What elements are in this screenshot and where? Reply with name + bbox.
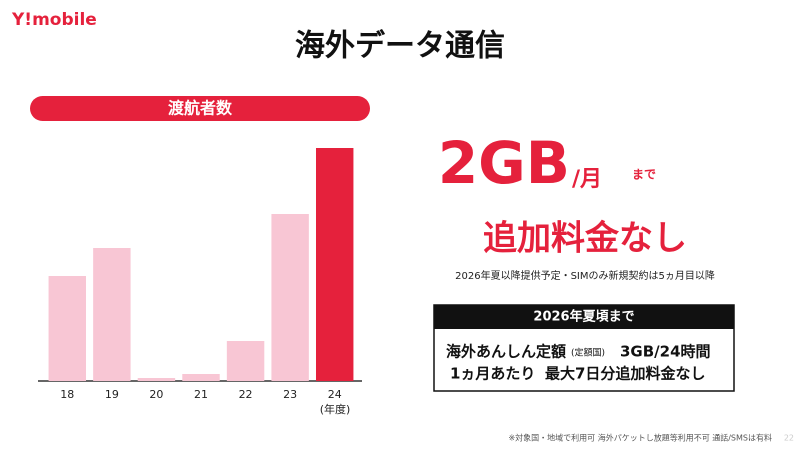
x-axis-label: (年度): [320, 402, 351, 416]
x-tick-label: 22: [239, 388, 253, 401]
offer-headline: 追加料金なし: [483, 219, 687, 259]
x-tick-label: 19: [105, 388, 119, 401]
logo: Y!mobile: [11, 10, 97, 30]
info-line1-end: 3GB/24時間: [620, 343, 711, 361]
x-tick-label: 21: [194, 388, 208, 401]
offer-until: まで: [632, 168, 656, 182]
info-box-header-bg: [434, 305, 734, 329]
footnote: ※対象国・地域で利用可 海外パケットし放題等利用不可 通話/SMSは有料: [508, 433, 772, 443]
page-number: 22: [784, 434, 794, 443]
x-tick-label: 20: [149, 388, 163, 401]
info-line1-small: (定額国): [571, 347, 605, 359]
info-box-header: 2026年夏頃まで: [533, 309, 634, 325]
bar: [271, 214, 309, 381]
offer-note: 2026年夏以降提供予定・SIMのみ新規契約は5ヵ月目以降: [455, 269, 715, 282]
bar: [137, 378, 176, 381]
info-line1: 海外あんしん定額: [446, 343, 566, 361]
chart-title-pill: [30, 96, 370, 121]
slide-title: 海外データ通信: [295, 29, 505, 64]
bar: [182, 374, 220, 381]
bar: [315, 148, 354, 381]
offer-per: /月: [572, 167, 602, 192]
bar: [48, 276, 87, 381]
info-line2: 1ヵ月あたり: [450, 365, 535, 383]
bar: [226, 341, 265, 381]
x-tick-label: 18: [60, 388, 74, 401]
offer-amount: 2GB: [438, 129, 570, 197]
chart-title: 渡航者数: [168, 99, 233, 118]
bar: [93, 248, 131, 381]
info-line2-rest: 最大7日分追加料金なし: [545, 365, 705, 383]
x-tick-label: 23: [283, 388, 297, 401]
x-tick-label: 24: [328, 388, 342, 401]
